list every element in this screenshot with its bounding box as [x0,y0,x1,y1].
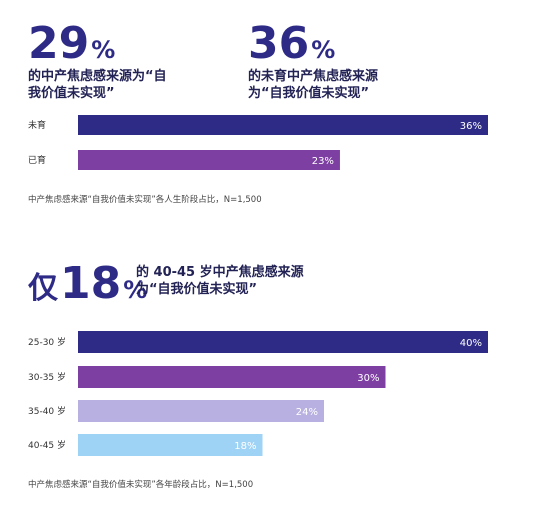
chart2-category-label: 25-30 岁 [28,336,66,348]
stat2-caption: 的未育中产焦虑感来源 为“自我价值未实现” [248,68,378,102]
stat1-caption-line-2: 我价值未实现” [28,86,115,101]
chart2-value-label: 30% [357,373,379,384]
stat3-unit: % [123,276,148,304]
stat3-value: 18 [60,258,122,309]
chart2-category-label: 35-40 岁 [28,405,66,417]
stat2-figure: 36% [248,22,335,66]
chart1-value-label: 23% [312,156,334,167]
stat2-caption-line-1: 的未育中产焦虑感来源 [248,69,379,84]
stat1-caption-line-1: 的中产焦虑感来源为“自 [28,69,167,84]
stat3-prefix: 仅 [28,271,58,306]
chart2-category-label: 40-45 岁 [28,439,66,451]
chart1-value-label: 36% [460,121,482,132]
stat3-caption-line-2: 为“自我价值未实现” [136,282,258,297]
chart2-category-label: 30-35 岁 [28,371,66,383]
chart2-note: 中产焦虑感来源“自我价值未实现”各年龄段占比，N=1,500 [28,480,254,490]
chart2-value-label: 18% [234,441,256,452]
stat3-figure: 仅18% [28,262,147,306]
chart2-bar-2 [78,366,386,388]
chart2-bar-1 [78,331,488,353]
stat2-caption-line-2: 为“自我价值未实现” [248,86,370,101]
stat3-caption: 的 40-45 岁中产焦虑感来源 为“自我价值未实现” [136,264,304,298]
chart2-bar-3 [78,400,324,422]
stat1-unit: % [91,36,116,64]
chart1-bar-1 [78,115,488,135]
stat1-caption: 的中产焦虑感来源为“自 我价值未实现” [28,68,167,102]
chart1-category-label: 已育 [28,154,46,166]
chart2-bar-4 [78,434,263,456]
chart1-bar-2 [78,150,340,170]
stat2-value: 36 [248,18,310,69]
chart2-value-label: 40% [460,338,482,349]
stat1-value: 29 [28,18,90,69]
chart2-value-label: 24% [296,407,318,418]
chart1-category-label: 未育 [28,119,46,131]
stat1-figure: 29% [28,22,115,66]
chart1-note: 中产焦虑感来源“自我价值未实现”各人生阶段占比，N=1,500 [28,195,262,205]
stat3-caption-line-1: 的 40-45 岁中产焦虑感来源 [136,265,304,280]
stat2-unit: % [311,36,336,64]
